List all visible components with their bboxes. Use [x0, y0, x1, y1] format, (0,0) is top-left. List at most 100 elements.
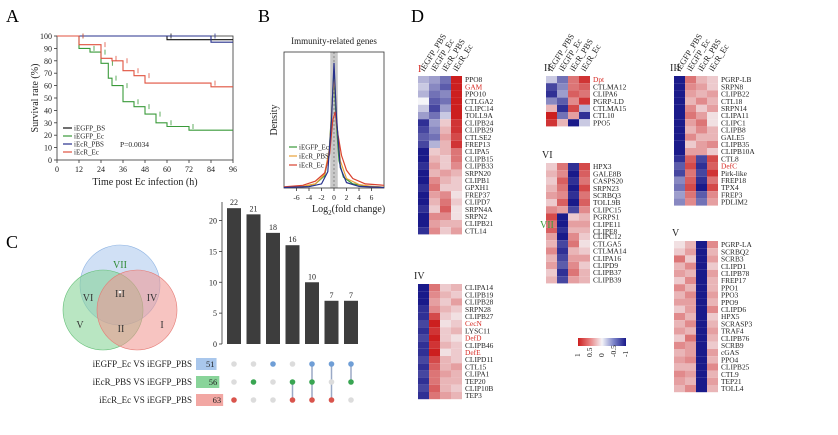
intersection-bar [246, 214, 261, 344]
heatmap-cell [429, 97, 440, 105]
heatmap-cell [418, 133, 429, 141]
gene-label: CecN [465, 319, 482, 328]
heatmap-cell [579, 254, 590, 262]
heatmap-cell [557, 233, 568, 241]
heatmap-cell [546, 240, 557, 248]
scale-tick-label: -1 [621, 351, 630, 357]
heatmap-cell [707, 133, 718, 141]
heatmap-cell [674, 291, 685, 299]
cluster-label: IV [414, 271, 425, 282]
heatmap-cell [418, 392, 429, 400]
heatmap-cell [557, 119, 568, 127]
set-size-label: 51 [206, 359, 215, 369]
gene-label: Dpt [593, 75, 605, 84]
heatmap-cell [674, 119, 685, 127]
heatmap-cell [568, 90, 579, 98]
heatmap-cell [451, 377, 462, 385]
bar-value-label: 7 [349, 291, 353, 300]
y-tick-label: 50 [44, 94, 52, 103]
heatmap-cell [579, 240, 590, 248]
heatmap-cell [557, 247, 568, 255]
x-tick-label: 72 [185, 165, 193, 174]
heatmap-cell [557, 261, 568, 269]
heatmap-cell [418, 176, 429, 184]
heatmap-cell [546, 90, 557, 98]
gene-label: CLIP10B [465, 384, 493, 393]
heatmap-cell [418, 384, 429, 392]
heatmap-cell [451, 341, 462, 349]
heatmap-cell [707, 305, 718, 313]
matrix-dot [250, 379, 257, 385]
x-tick-label: 36 [119, 165, 127, 174]
intersection-bar [324, 300, 339, 344]
gene-label: CTL9 [721, 370, 739, 379]
heatmap-cell [696, 112, 707, 120]
heatmap-cell [451, 320, 462, 328]
x-tick-label: 4 [357, 193, 361, 202]
matrix-dot [328, 379, 335, 385]
heatmap-cell [429, 327, 440, 335]
gene-label: DefE [465, 348, 481, 357]
heatmap-cell [440, 341, 451, 349]
y-tick-label: 80 [44, 57, 52, 66]
gene-label: CTL14 [465, 226, 487, 235]
heatmap-cell [546, 76, 557, 84]
heatmap-cell [440, 90, 451, 98]
y-tick-label: 60 [44, 82, 52, 91]
heatmap-cell [429, 140, 440, 148]
heatmap-cell [557, 213, 568, 221]
heatmap-cell [707, 269, 718, 277]
heatmap-cell [418, 90, 429, 98]
heatmap-cell [674, 363, 685, 371]
heatmap-cell [568, 269, 579, 277]
heatmap-cell [685, 284, 696, 292]
heatmap-cell [685, 198, 696, 206]
legend-label: iEcR_PBS [299, 153, 329, 161]
heatmap-cell [696, 349, 707, 357]
intersection-bar [305, 282, 319, 344]
heatmap-cell [674, 148, 685, 156]
survival-line-iEcR_PBS [57, 35, 233, 43]
heatmap-cell [418, 377, 429, 385]
heatmap-cell [674, 349, 685, 357]
heatmap-cell [440, 227, 451, 235]
heatmap-cell [451, 334, 462, 342]
heatmap-cell [451, 298, 462, 306]
heatmap-cell [451, 140, 462, 148]
gene-label: CLIPB24 [465, 118, 494, 127]
gene-label: FREP18 [721, 176, 746, 185]
matrix-dot [328, 397, 335, 403]
heatmap-cell [696, 140, 707, 148]
heatmap-cell [568, 112, 579, 120]
heatmap-cell [418, 155, 429, 163]
x-tick-label: -6 [293, 193, 299, 202]
x-tick-label: 12 [75, 165, 83, 174]
gene-label: PPO9 [721, 298, 739, 307]
heatmap-cell [546, 269, 557, 277]
gene-label: CLIPB15 [465, 154, 494, 163]
legend-label: iEcR_Ec [74, 149, 99, 157]
heatmap-cell [418, 97, 429, 105]
heatmap-cell [696, 76, 707, 84]
heatmap-cell [696, 356, 707, 364]
heatmap-cell [696, 155, 707, 163]
heatmap-cell [429, 205, 440, 213]
gene-label: CLIPB46 [465, 341, 494, 350]
heatmap-cell [707, 126, 718, 134]
heatmap-cell [674, 184, 685, 192]
heatmap-cell [696, 327, 707, 335]
heatmap-cell [418, 76, 429, 84]
heatmap-cell [579, 261, 590, 269]
matrix-dot [348, 361, 354, 367]
heatmap-cell [451, 392, 462, 400]
heatmap-cell [674, 377, 685, 385]
heatmap-cell [696, 169, 707, 177]
heatmap-cell [568, 254, 579, 262]
set-label: iEGFP_Ec VS iEGFP_PBS [93, 359, 192, 369]
heatmap-cell [696, 341, 707, 349]
x-tick-label: 60 [163, 165, 171, 174]
gene-label: CLIPA11 [721, 111, 749, 120]
heatmap-cell [707, 191, 718, 199]
heatmap-cell [707, 176, 718, 184]
